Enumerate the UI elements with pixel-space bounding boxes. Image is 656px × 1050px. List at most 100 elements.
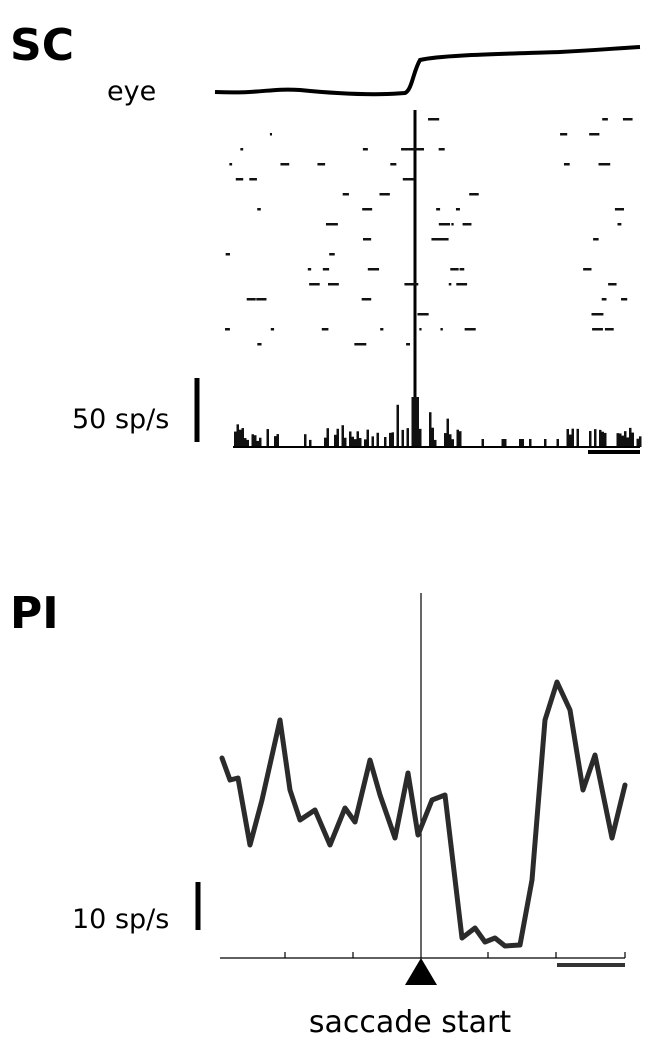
spike [235, 178, 244, 181]
spike [614, 208, 625, 211]
hist-bar [544, 439, 547, 447]
spike [322, 268, 330, 271]
hist-bar [246, 439, 249, 447]
hist-bar [389, 432, 392, 447]
spike [410, 148, 419, 151]
hist-bar [429, 412, 432, 447]
spike [256, 298, 267, 301]
spike [280, 163, 290, 166]
spike [617, 223, 622, 226]
hist-bar [529, 439, 532, 447]
spike [592, 328, 603, 331]
spike [309, 283, 315, 286]
hist-bar [324, 437, 327, 447]
spike [417, 148, 425, 151]
hist-bar [621, 435, 624, 447]
spike [401, 148, 413, 151]
hist-bar [636, 438, 639, 447]
hist-bar [616, 433, 619, 447]
panel-label: SC [10, 20, 74, 71]
hist-bar [639, 436, 642, 447]
hist-bar [241, 428, 244, 447]
hist-bar [371, 436, 374, 447]
spike [455, 208, 460, 211]
hist-bar [356, 431, 359, 447]
spike [428, 118, 440, 121]
hist-bar [274, 436, 277, 447]
hist-bar [481, 439, 484, 447]
spike [451, 223, 454, 226]
hist-bar [631, 432, 634, 447]
spike [621, 298, 628, 301]
spike [469, 193, 479, 196]
spike [593, 238, 599, 241]
spike [438, 148, 445, 151]
spike [390, 163, 397, 166]
spike [448, 283, 452, 286]
hist-bar [434, 439, 437, 447]
panel-label: PI [10, 588, 59, 639]
hist-bar [416, 397, 419, 447]
hist-bar [366, 429, 369, 447]
spike [225, 328, 230, 331]
spike [441, 238, 449, 241]
scale-label: 50 sp/s [72, 404, 169, 435]
hist-bar [304, 434, 307, 447]
spike [249, 178, 257, 181]
hist-bar [419, 428, 422, 447]
spike [229, 163, 233, 166]
hist-bar [444, 433, 447, 447]
hist-bar [519, 439, 522, 447]
spike [323, 328, 329, 331]
hist-bar [259, 437, 262, 447]
spike [583, 268, 592, 271]
spike [380, 328, 384, 331]
hist-bar [556, 439, 559, 447]
hist-bar [601, 431, 604, 447]
hist-bar [521, 439, 524, 447]
spike [412, 283, 419, 286]
spike [354, 343, 367, 346]
spike [464, 328, 476, 331]
spike [402, 178, 415, 181]
hist-bar [406, 428, 409, 447]
hist-bar [456, 429, 459, 447]
hist-bar [349, 431, 352, 447]
spike [598, 163, 611, 166]
spike [563, 163, 570, 166]
rate-curve [219, 679, 628, 949]
hist-bar [336, 428, 339, 447]
spike [591, 313, 604, 316]
hist-bar [239, 429, 242, 447]
eye-label: eye [107, 76, 156, 107]
hist-bar [341, 425, 344, 447]
hist-bar [344, 437, 347, 447]
raster [225, 118, 633, 346]
hist-bar [351, 436, 354, 447]
hist-bar [604, 432, 607, 447]
hist-bar [619, 433, 622, 447]
hist-bar [364, 439, 367, 447]
hist-bar [244, 438, 247, 447]
hist-bar [384, 436, 387, 447]
hist-bar [576, 428, 579, 447]
spike [456, 283, 468, 286]
spike [225, 253, 230, 256]
hist-bar [276, 434, 279, 447]
spike [440, 328, 443, 331]
spike [342, 193, 349, 196]
event-label: saccade start [309, 1005, 512, 1040]
hist-bar [569, 434, 572, 447]
hist-bar [446, 418, 449, 447]
hist-bar [234, 431, 237, 447]
spike [438, 223, 451, 226]
spike [417, 313, 429, 316]
hist-bar [401, 429, 404, 447]
spike [317, 163, 326, 166]
hist-bar [624, 431, 627, 447]
hist-bar [391, 432, 394, 447]
hist-bar [599, 429, 602, 447]
spike [404, 283, 416, 286]
spike [270, 328, 275, 331]
